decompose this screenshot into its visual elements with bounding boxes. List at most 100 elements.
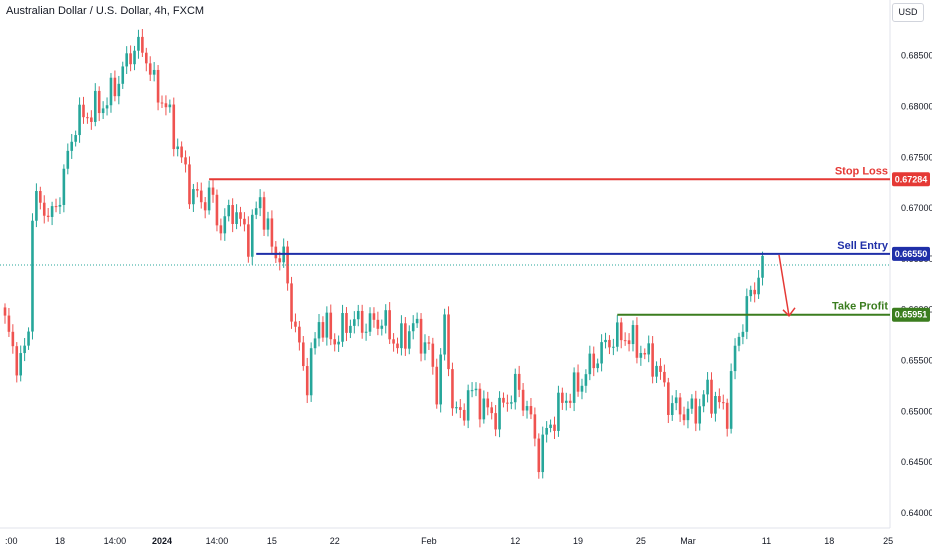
candle-body (368, 313, 372, 332)
stop-loss-price-tag (892, 172, 930, 187)
candle-body (78, 104, 81, 136)
candle-body (525, 406, 529, 411)
time-axis[interactable]: :00 18 14:00 2024 14:00 15 22 Feb 12 19 25 Mar 11 18 2… (0, 527, 893, 546)
candle-body (86, 117, 89, 119)
candle-body (46, 215, 50, 217)
candle-body (156, 69, 160, 103)
candle (698, 398, 702, 431)
candle (714, 391, 717, 422)
candle-body (478, 388, 482, 420)
candle-body (345, 313, 348, 333)
candle (757, 270, 760, 299)
candle-body (160, 102, 164, 104)
candle (659, 358, 662, 380)
candle (294, 313, 297, 333)
candle-body (737, 336, 741, 346)
candle (349, 319, 352, 339)
candle-body (105, 105, 109, 109)
candle (741, 324, 745, 345)
candle-body (643, 353, 647, 355)
candle (600, 334, 603, 372)
candle-body (113, 77, 117, 97)
candle (423, 334, 427, 361)
candle (639, 345, 643, 366)
candle (39, 186, 42, 210)
candle-body (168, 104, 172, 108)
candle (533, 407, 537, 447)
candle (227, 199, 231, 222)
candle-body (729, 371, 733, 429)
candle-body (572, 372, 576, 403)
candle-body (294, 321, 297, 327)
candle-body (148, 63, 152, 75)
candle (655, 361, 658, 384)
candle (686, 401, 690, 429)
candle (470, 382, 474, 398)
candle (152, 62, 156, 82)
candle-body (321, 322, 325, 338)
candle (753, 282, 756, 303)
candle (258, 189, 262, 217)
candle-body (517, 373, 521, 390)
currency-button[interactable]: USD (892, 3, 924, 22)
candle-body (435, 366, 439, 405)
candle (678, 393, 682, 422)
candle (243, 212, 246, 232)
candle-body (529, 406, 533, 415)
time-tick-label: 25 (636, 536, 646, 546)
candle-body (537, 438, 541, 473)
candle (494, 405, 497, 437)
candle (27, 327, 30, 350)
candle (616, 315, 619, 352)
candle (364, 323, 368, 341)
candle (407, 325, 411, 355)
candle (86, 112, 89, 124)
candle-body (164, 103, 168, 108)
candle (439, 348, 442, 413)
time-tick-label: 2024 (152, 536, 172, 546)
candle-body (678, 397, 682, 415)
candle-body (196, 189, 199, 191)
take-profit-label: Take Profit (832, 301, 888, 313)
candle (725, 398, 729, 437)
time-tick-label: Feb (421, 536, 437, 546)
candle (23, 338, 26, 362)
price-tick-label: 0.64000 (901, 508, 932, 518)
candle-body (309, 348, 313, 396)
candle (392, 333, 395, 352)
candle (164, 95, 168, 116)
candle-body (137, 36, 140, 51)
candle-body (686, 408, 690, 421)
candle (451, 362, 454, 416)
candle (345, 307, 348, 342)
candle (207, 180, 211, 215)
candle (78, 97, 81, 143)
candle (568, 393, 572, 409)
candle-body (258, 197, 262, 209)
candle (682, 406, 686, 426)
candle (647, 335, 650, 363)
candle (266, 211, 270, 237)
candle (117, 75, 121, 105)
candle-body (254, 208, 258, 215)
time-tick-label: 11 (762, 536, 771, 546)
time-tick-label: 18 (824, 536, 834, 546)
price-axis[interactable]: 0.685000.680000.675000.670000.665000.660… (889, 0, 932, 528)
candle-body (290, 283, 293, 322)
candle-body (392, 339, 395, 344)
candles-group (3, 28, 764, 479)
candle (643, 348, 647, 360)
candle-body (619, 322, 623, 341)
candle (478, 383, 482, 428)
candle (415, 312, 419, 328)
candle-body (384, 310, 388, 326)
candle-body (329, 312, 333, 340)
candle-body (400, 323, 403, 349)
candle-body (74, 135, 77, 142)
candle-body (616, 322, 619, 347)
candle-body (682, 414, 686, 421)
candle-body (506, 402, 509, 404)
time-tick-label: 14:00 (206, 536, 229, 546)
time-tick-label: 19 (573, 536, 583, 546)
